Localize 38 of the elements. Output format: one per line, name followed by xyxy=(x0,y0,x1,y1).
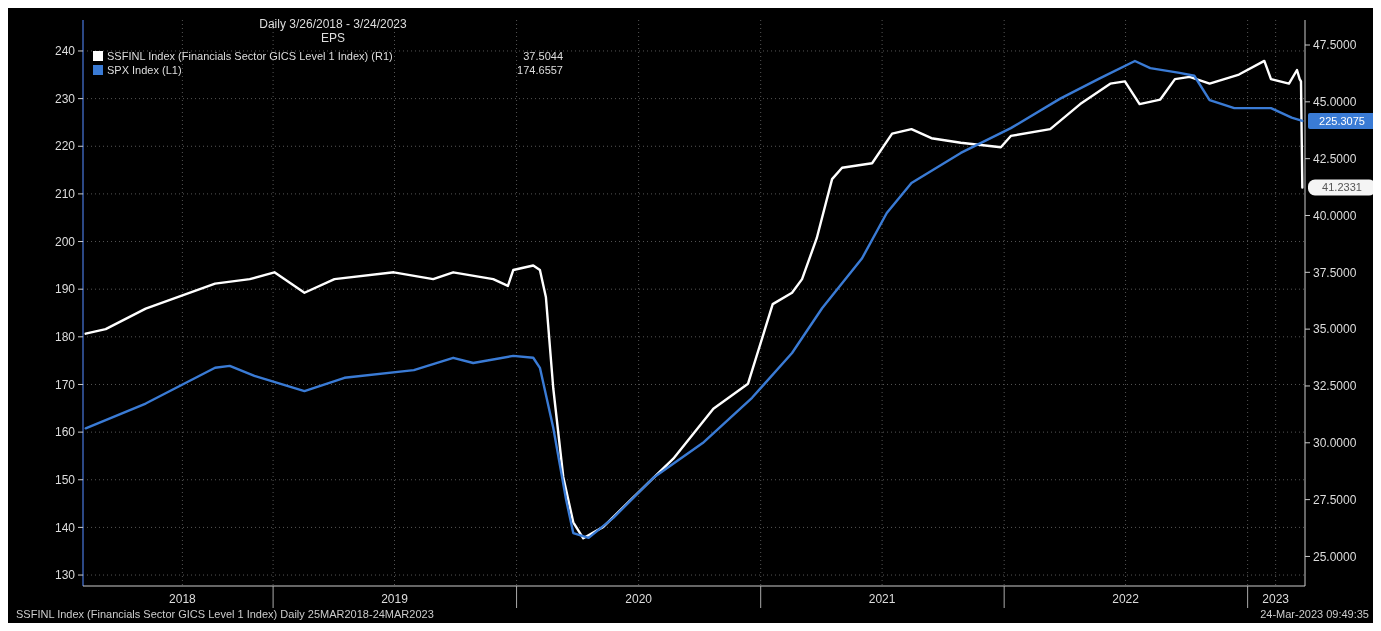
x-tick-label: 2020 xyxy=(625,592,653,606)
y-tick-label: 240 xyxy=(54,44,76,59)
y2-tick-label: 40.0000 xyxy=(1313,208,1357,223)
y-tick-label: 170 xyxy=(54,377,76,392)
y2-tick-label: 47.5000 xyxy=(1313,38,1357,53)
y-tick-label: 230 xyxy=(54,91,76,106)
text: 24-Mar-2023 09:49:35 xyxy=(1260,608,1369,620)
text: SSFINL Index (Financials Sector GICS Level 1 Index) Daily 25MAR2018-24MAR2023 xyxy=(16,608,434,620)
text: EPS xyxy=(320,31,346,45)
x-tick-label: 2021 xyxy=(868,592,896,606)
annotation: 37.5044 xyxy=(523,49,563,62)
annotation: 174.6557 xyxy=(517,63,563,76)
y-tick-label: 180 xyxy=(54,330,76,345)
x-tick-label: 2019 xyxy=(381,592,409,606)
x-tick-label: 2023 xyxy=(1262,592,1290,606)
y2-tick-label: 25.0000 xyxy=(1313,549,1357,564)
y-tick-label: 210 xyxy=(54,187,76,202)
legend-label: SSFINL Index (Financials Sector GICS Level 1 Index) (R1) xyxy=(107,49,393,62)
data-label: 41.2331 xyxy=(1322,181,1362,194)
y2-tick-label: 32.5000 xyxy=(1313,379,1357,394)
chart-title: Daily 3/26/2018 - 3/24/2023 xyxy=(259,17,408,31)
data-label: 225.3075 xyxy=(1319,114,1365,127)
y2-tick-label: 27.5000 xyxy=(1313,492,1357,507)
x-tick-label: 2022 xyxy=(1112,592,1140,606)
y-tick-label: 190 xyxy=(54,282,76,297)
x-tick-label: 2018 xyxy=(169,592,197,606)
y-tick-label: 200 xyxy=(54,234,76,249)
y2-tick-label: 35.0000 xyxy=(1313,322,1357,337)
y-tick-label: 140 xyxy=(54,520,76,535)
y-tick-label: 150 xyxy=(54,472,76,487)
y-tick-label: 130 xyxy=(54,568,76,583)
y-tick-label: 160 xyxy=(54,425,76,440)
y2-tick-label: 30.0000 xyxy=(1313,436,1357,450)
legend-label: SPX Index (L1) xyxy=(107,63,182,76)
y2-tick-label: 42.5000 xyxy=(1313,151,1357,166)
y2-tick-label: 45.0000 xyxy=(1313,95,1357,110)
y2-tick-label: 37.5000 xyxy=(1313,265,1357,280)
y-tick-label: 220 xyxy=(54,139,76,154)
